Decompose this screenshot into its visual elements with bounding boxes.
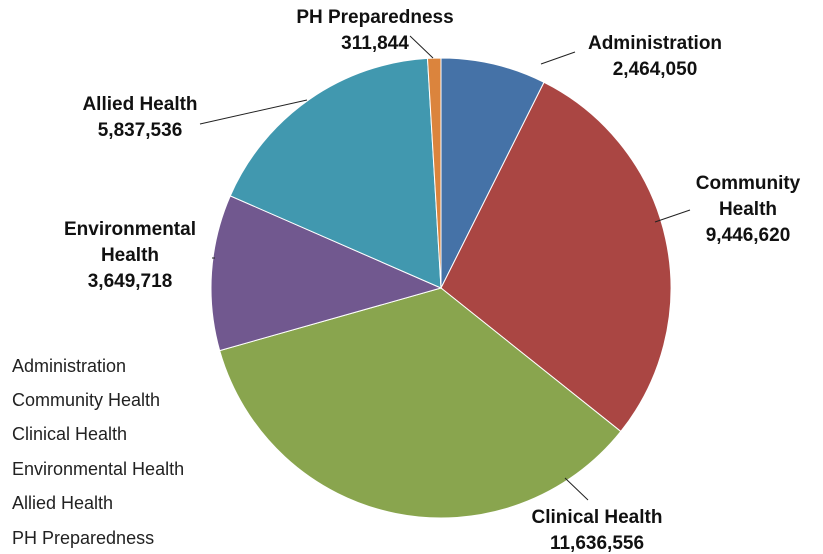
pie-slice (229, 57, 442, 289)
leader-line (540, 51, 576, 65)
data-label: Allied Health 5,837,536 (40, 92, 240, 144)
legend-item: Environmental Health (12, 457, 184, 481)
pie-slice (219, 287, 622, 519)
leader-line (199, 99, 308, 125)
data-label: PH Preparedness 311,844 (265, 5, 485, 57)
pie-slice (440, 81, 672, 433)
legend-label: Environmental Health (12, 458, 185, 479)
data-label-name: Community Health (695, 173, 801, 220)
pie-slice (210, 195, 443, 352)
leader-line (409, 35, 434, 59)
legend-label: Clinical Health (12, 424, 128, 445)
data-label-value: 311,844 (341, 33, 409, 54)
legend-item: PH Preparedness (12, 526, 154, 550)
data-label-value: 3,649,718 (87, 271, 173, 292)
data-label: Community Health 9,446,620 (683, 171, 813, 249)
legend-item: Allied Health (12, 492, 113, 516)
legend-item: Administration (12, 354, 126, 378)
leader-line (564, 477, 589, 501)
data-label-name: Administration (587, 33, 723, 54)
data-label: Clinical Health 11,636,556 (487, 505, 707, 554)
legend-label: Allied Health (12, 493, 114, 514)
legend-label: Administration (12, 355, 127, 376)
leader-line (654, 209, 691, 223)
legend-item: Clinical Health (12, 423, 127, 447)
pie-slice (426, 57, 442, 289)
legend-label: Community Health (12, 389, 161, 410)
data-label-name: Allied Health (82, 94, 198, 115)
data-label-name: PH Preparedness (296, 7, 454, 28)
data-label: Environmental Health 3,649,718 (45, 217, 215, 295)
legend-label: PH Preparedness (12, 527, 155, 548)
data-label: Administration 2,464,050 (555, 31, 755, 83)
data-label-value: 2,464,050 (612, 59, 698, 80)
pie-slice (440, 57, 545, 289)
data-label-value: 5,837,536 (97, 120, 183, 141)
data-label-name: Clinical Health (531, 507, 663, 528)
legend-item: Community Health (12, 388, 160, 412)
data-label-name: Environmental Health (64, 219, 196, 266)
data-label-value: 9,446,620 (705, 225, 791, 246)
data-label-value: 11,636,556 (549, 533, 645, 554)
